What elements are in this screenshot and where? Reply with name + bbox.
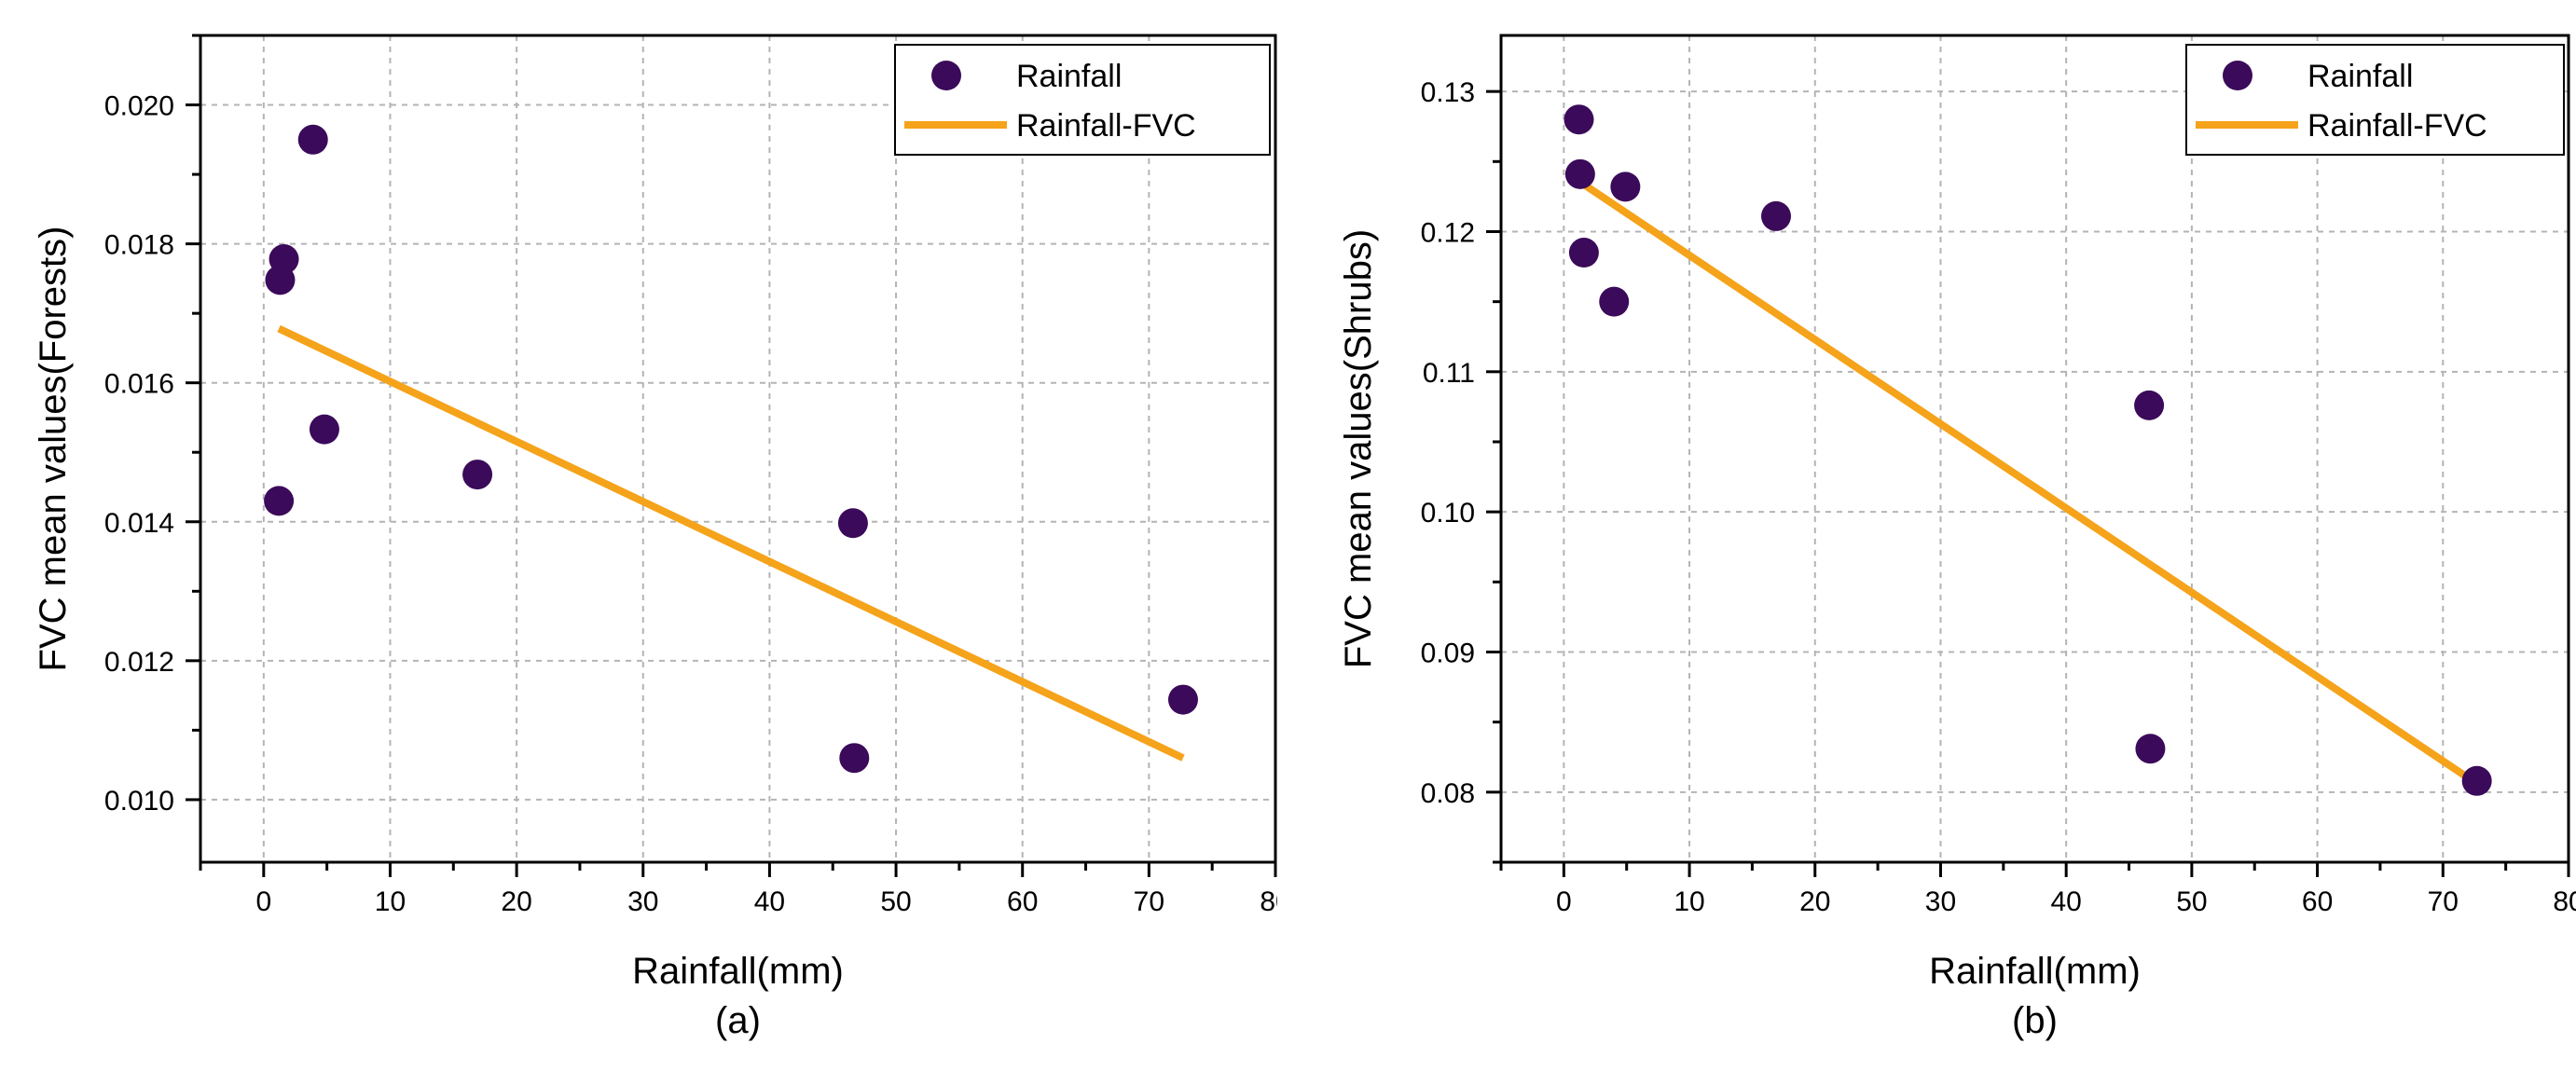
- x-tick-label: 30: [1925, 886, 1956, 917]
- y-tick-label: 0.020: [104, 91, 174, 122]
- data-point: [1167, 684, 1198, 715]
- y-tick-label: 0.016: [104, 369, 174, 400]
- x-tick-label: 70: [2428, 886, 2459, 917]
- y-tick-label: 0.08: [1421, 778, 1475, 809]
- legend-label-rainfall: Rainfall: [1016, 59, 1122, 94]
- x-tick-label: 40: [2050, 886, 2081, 917]
- x-axis-title: Rainfall(mm): [632, 951, 844, 992]
- data-point: [264, 486, 295, 516]
- x-tick-label: 60: [1007, 886, 1038, 917]
- y-tick-label: 0.13: [1421, 77, 1475, 108]
- y-tick-label: 0.010: [104, 786, 174, 817]
- panel-label: (b): [2012, 1000, 2058, 1041]
- x-tick-label: 50: [880, 886, 911, 917]
- x-tick-label: 30: [627, 886, 658, 917]
- x-tick-label: 20: [501, 886, 531, 917]
- y-tick-label: 0.018: [104, 230, 174, 261]
- legend-label-fit: Rainfall-FVC: [1016, 108, 1196, 144]
- x-tick-label: 80: [2553, 886, 2576, 917]
- legend-label-fit: Rainfall-FVC: [2307, 108, 2487, 144]
- data-point: [297, 124, 328, 155]
- data-point: [1568, 238, 1599, 268]
- data-point: [309, 414, 339, 445]
- x-tick-label: 70: [1134, 886, 1164, 917]
- regression-line: [277, 324, 1185, 762]
- x-tick-label: 60: [2302, 886, 2333, 917]
- data-point: [1599, 286, 1630, 317]
- chart-shrubs: 0 10 20 30 40 50 60 70 80 0.08 0.09 0.10 0.11 0.12 0.1…: [1338, 34, 2576, 1041]
- legend-marker-rainfall: [2223, 61, 2252, 90]
- x-tick-label: 80: [1260, 886, 1277, 917]
- regression-line: [1577, 178, 2479, 788]
- y-axis-title: FVC mean values(Forests): [33, 227, 74, 672]
- x-tick-label: 40: [754, 886, 785, 917]
- data-point: [1761, 200, 1792, 231]
- y-tick-label: 0.10: [1421, 498, 1475, 529]
- data-point: [2134, 390, 2165, 420]
- data-point: [462, 460, 493, 490]
- data-point: [837, 508, 868, 539]
- data-point: [839, 743, 870, 774]
- plot-frame: [1499, 34, 2570, 864]
- data-point: [2135, 734, 2166, 764]
- data-point: [1610, 172, 1641, 202]
- x-tick-label: 10: [375, 886, 406, 917]
- x-tick-label: 20: [1799, 886, 1830, 917]
- y-tick-label: 0.014: [104, 508, 174, 539]
- y-tick-label: 0.012: [104, 647, 174, 678]
- chart-forests: 0 10 20 30 40 50 60 70 80 0.010 0.012 0.014 0.016 0.0…: [33, 34, 1277, 1041]
- x-tick-label: 10: [1674, 886, 1704, 917]
- data-point: [1564, 104, 1594, 135]
- legend-box: [894, 44, 1271, 156]
- x-tick-label: 50: [2176, 886, 2207, 917]
- legend-label-rainfall: Rainfall: [2307, 59, 2413, 94]
- data-point: [2461, 765, 2492, 796]
- plot-frame: [199, 34, 1277, 864]
- panel-label: (a): [715, 1000, 761, 1041]
- legend-marker-rainfall: [931, 61, 961, 90]
- x-tick-label: 0: [255, 886, 271, 917]
- data-point: [1564, 158, 1595, 189]
- x-axis-title: Rainfall(mm): [1929, 951, 2141, 992]
- x-tick-label: 0: [1556, 886, 1572, 917]
- y-tick-label: 0.09: [1421, 638, 1475, 668]
- y-tick-label: 0.12: [1421, 217, 1475, 248]
- legend-box: [2185, 44, 2565, 156]
- data-point: [269, 244, 299, 275]
- y-tick-label: 0.11: [1423, 358, 1475, 389]
- y-axis-title: FVC mean values(Shrubs): [1338, 229, 1379, 668]
